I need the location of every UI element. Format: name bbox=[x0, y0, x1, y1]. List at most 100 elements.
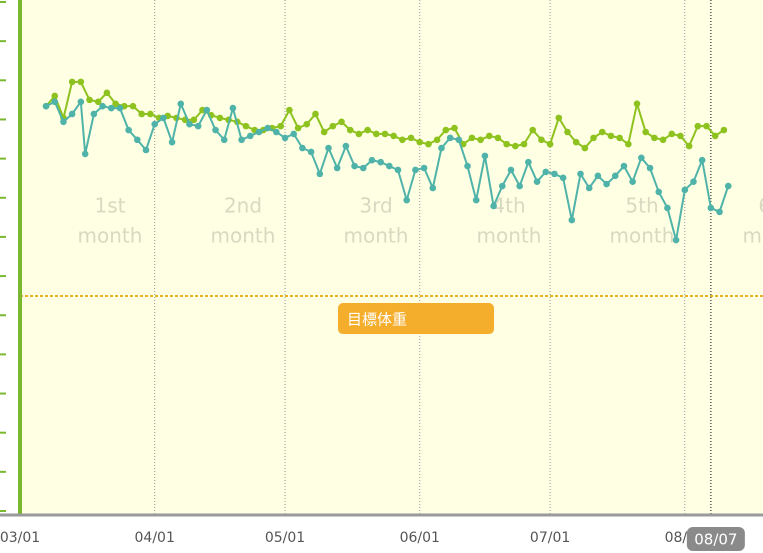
data-point bbox=[303, 120, 311, 128]
month-label: 6th bbox=[758, 194, 763, 218]
x-tick-label: 05/01 bbox=[265, 530, 305, 546]
data-point bbox=[625, 140, 632, 148]
data-point bbox=[51, 98, 59, 106]
data-point bbox=[312, 110, 319, 118]
data-point bbox=[655, 188, 663, 196]
data-point bbox=[520, 140, 528, 148]
data-point bbox=[638, 154, 645, 162]
x-tick-label: 07/01 bbox=[530, 530, 570, 546]
data-point bbox=[273, 128, 280, 136]
goal-label-box bbox=[338, 303, 494, 335]
data-point bbox=[546, 140, 554, 148]
data-point bbox=[703, 122, 710, 130]
data-point bbox=[533, 178, 541, 186]
data-point bbox=[68, 78, 76, 86]
data-point bbox=[716, 208, 723, 216]
data-point bbox=[416, 138, 424, 146]
data-point bbox=[125, 126, 132, 134]
data-point bbox=[112, 100, 119, 108]
data-point bbox=[585, 184, 593, 192]
data-point bbox=[203, 106, 211, 114]
data-point bbox=[646, 164, 654, 172]
data-point bbox=[329, 122, 337, 130]
data-point bbox=[229, 104, 237, 112]
data-point bbox=[516, 182, 523, 190]
month-label: 2nd bbox=[224, 194, 262, 218]
data-point bbox=[672, 236, 680, 244]
data-point bbox=[216, 114, 224, 122]
data-point bbox=[581, 144, 589, 152]
month-label: 5th bbox=[625, 194, 658, 218]
data-point bbox=[299, 144, 306, 152]
data-point bbox=[364, 126, 371, 134]
data-point bbox=[307, 148, 315, 156]
plot-background bbox=[20, 0, 763, 515]
data-point bbox=[598, 128, 606, 136]
data-point bbox=[442, 126, 450, 134]
data-point bbox=[403, 196, 411, 204]
data-point bbox=[238, 136, 245, 144]
month-label: 1st bbox=[95, 194, 126, 218]
data-point bbox=[720, 126, 728, 134]
data-point bbox=[342, 142, 350, 150]
month-label: month bbox=[743, 224, 763, 248]
data-point bbox=[616, 134, 623, 142]
data-point bbox=[572, 138, 580, 146]
data-point bbox=[525, 158, 532, 166]
data-point bbox=[494, 134, 502, 142]
data-point bbox=[698, 156, 706, 164]
data-point bbox=[368, 156, 376, 164]
data-point bbox=[60, 118, 67, 126]
month-label: month bbox=[211, 224, 276, 248]
data-point bbox=[107, 104, 115, 112]
data-point bbox=[190, 116, 198, 124]
data-point bbox=[246, 132, 254, 140]
data-point bbox=[86, 96, 93, 104]
data-point bbox=[325, 144, 332, 152]
data-point bbox=[94, 98, 102, 106]
data-point bbox=[77, 98, 85, 106]
data-point bbox=[429, 184, 437, 192]
data-point bbox=[611, 172, 619, 180]
data-point bbox=[138, 110, 145, 118]
data-point bbox=[564, 128, 571, 136]
data-point bbox=[351, 162, 358, 170]
data-point bbox=[77, 78, 85, 86]
data-point bbox=[390, 132, 397, 140]
data-point bbox=[498, 182, 506, 190]
data-point bbox=[681, 186, 689, 194]
data-point bbox=[633, 100, 641, 108]
data-point bbox=[51, 92, 59, 100]
data-point bbox=[577, 170, 584, 178]
data-point bbox=[255, 128, 263, 136]
data-point bbox=[194, 122, 202, 130]
data-point bbox=[103, 89, 111, 97]
data-point bbox=[177, 100, 185, 108]
data-point bbox=[468, 134, 476, 142]
data-point bbox=[346, 126, 354, 134]
data-point bbox=[99, 102, 106, 110]
month-label: month bbox=[78, 224, 143, 248]
data-point bbox=[555, 114, 563, 122]
data-point bbox=[81, 150, 89, 158]
data-point bbox=[134, 136, 141, 144]
data-point bbox=[381, 130, 389, 138]
data-point bbox=[659, 136, 667, 144]
data-point bbox=[425, 140, 432, 148]
data-point bbox=[446, 134, 454, 142]
data-point bbox=[290, 130, 298, 138]
data-point bbox=[559, 174, 567, 182]
data-point bbox=[116, 104, 124, 112]
data-point bbox=[147, 110, 154, 118]
data-point bbox=[507, 166, 515, 174]
data-point bbox=[455, 136, 463, 144]
data-point bbox=[438, 144, 445, 152]
data-point bbox=[42, 102, 50, 110]
data-point bbox=[277, 122, 285, 130]
month-label: month bbox=[477, 224, 542, 248]
data-point bbox=[568, 216, 576, 224]
data-point bbox=[160, 114, 167, 122]
data-point bbox=[359, 164, 367, 172]
data-point bbox=[316, 170, 324, 178]
